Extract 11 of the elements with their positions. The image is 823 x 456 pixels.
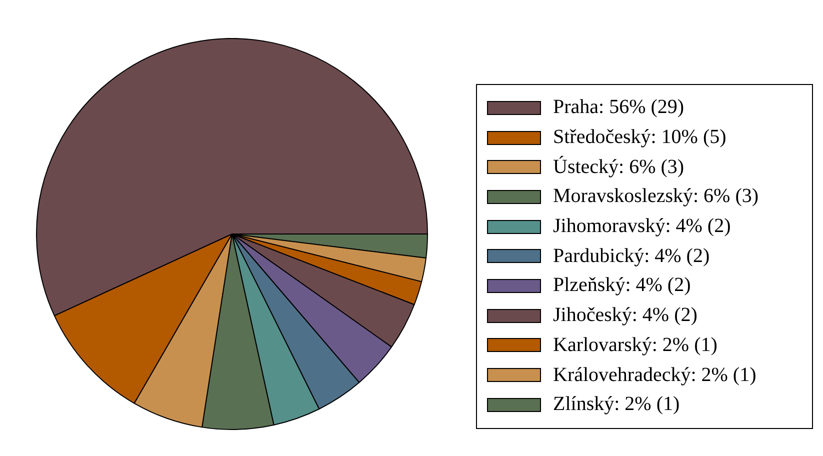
- legend-label: Pardubický: 4% (2): [553, 244, 710, 268]
- legend-label: Jihomoravský: 4% (2): [553, 215, 731, 238]
- legend-label: Moravskoslezský: 6% (3): [553, 185, 759, 208]
- legend-label: Jihočeský: 4% (2): [553, 304, 698, 328]
- legend-label: Karlovarský: 2% (1): [553, 334, 718, 357]
- legend-label: Královehradecký: 2% (1): [553, 364, 756, 387]
- legend-label: Zlínský: 2% (1): [553, 393, 680, 416]
- legend-label: Ústecký: 6% (3): [553, 156, 684, 179]
- legend-label: Plzeňský: 4% (2): [553, 274, 691, 298]
- legend-label: Praha: 56% (29): [553, 96, 684, 120]
- legend-label: Středočeský: 10% (5): [553, 126, 726, 150]
